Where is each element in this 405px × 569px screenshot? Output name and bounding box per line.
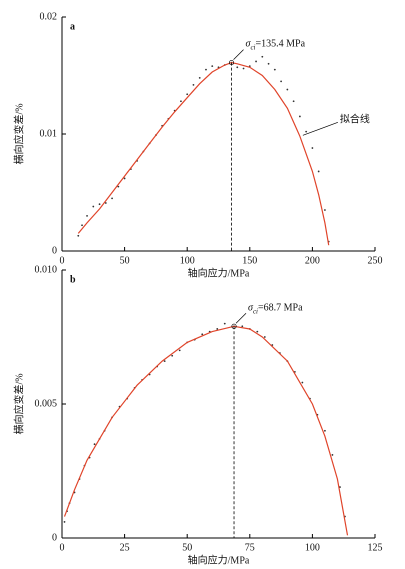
data-point bbox=[123, 177, 126, 180]
annotation-text: =68.7 MPa bbox=[258, 303, 303, 314]
data-point bbox=[298, 115, 301, 118]
y-axis-label: 横向应变差/% bbox=[12, 373, 25, 434]
peak-annotation: σci=135.4 MPa bbox=[246, 39, 306, 51]
x-axis-label: 轴向应力/MPa bbox=[188, 553, 250, 566]
label-arrow bbox=[302, 122, 339, 136]
data-point bbox=[111, 197, 113, 200]
fit-line bbox=[77, 61, 330, 246]
panel-label: a bbox=[70, 21, 75, 32]
data-point bbox=[236, 66, 239, 69]
subscript: ci bbox=[253, 307, 258, 315]
x-tick-label: 25 bbox=[120, 542, 130, 553]
y-tick-label: 0 bbox=[52, 532, 57, 543]
sigma: σ bbox=[246, 39, 252, 50]
data-point bbox=[180, 100, 182, 103]
data-point bbox=[81, 224, 83, 227]
data-point bbox=[242, 67, 245, 70]
data-point bbox=[261, 55, 264, 58]
x-tick-label: 200 bbox=[305, 255, 320, 266]
peak-marker bbox=[231, 323, 237, 329]
x-tick-label: 125 bbox=[368, 542, 383, 553]
annotation-text: =135.4 MPa bbox=[256, 39, 306, 50]
data-point bbox=[211, 65, 214, 68]
data-point bbox=[241, 325, 244, 328]
data-point bbox=[256, 330, 259, 333]
y-tick-label: 0.010 bbox=[35, 264, 58, 275]
peak-arrow bbox=[235, 313, 247, 324]
data-point bbox=[324, 209, 326, 211]
data-point bbox=[324, 429, 326, 432]
peak-arrow bbox=[233, 49, 244, 60]
data-point bbox=[171, 354, 174, 357]
data-point bbox=[192, 83, 195, 86]
y-tick-label: 0 bbox=[52, 245, 57, 256]
data-point bbox=[117, 185, 120, 188]
data-point bbox=[317, 170, 320, 173]
x-tick-label: 150 bbox=[242, 255, 257, 266]
data-point bbox=[163, 360, 166, 363]
data-point bbox=[198, 76, 201, 79]
x-tick-label: 50 bbox=[120, 255, 130, 266]
data-point bbox=[205, 68, 207, 71]
data-point bbox=[273, 68, 276, 71]
data-point bbox=[280, 80, 282, 83]
data-point bbox=[255, 60, 257, 63]
fit-label: 拟合线 bbox=[340, 113, 370, 126]
x-tick-label: 100 bbox=[305, 542, 320, 553]
data-point bbox=[267, 62, 270, 65]
subscript: ci bbox=[250, 43, 255, 51]
x-axis-label: 轴向应力/MPa bbox=[188, 266, 250, 279]
peak-marker bbox=[228, 60, 235, 66]
x-tick-label: 75 bbox=[245, 542, 255, 553]
sigma: σ bbox=[248, 303, 254, 314]
y-tick-label: 0.01 bbox=[40, 128, 58, 139]
y-axis-label: 横向应变差/% bbox=[12, 103, 25, 164]
data-point bbox=[331, 454, 334, 456]
y-tick-label: 0.02 bbox=[40, 11, 58, 22]
x-tick-label: 0 bbox=[60, 542, 65, 553]
data-point bbox=[301, 381, 304, 384]
data-point bbox=[223, 322, 226, 325]
x-tick-label: 250 bbox=[368, 255, 383, 266]
data-point bbox=[186, 93, 189, 96]
data-point bbox=[201, 333, 204, 336]
x-tick-label: 50 bbox=[182, 542, 192, 553]
data-point bbox=[286, 88, 289, 91]
x-tick-label: 100 bbox=[180, 255, 195, 266]
data-point bbox=[104, 202, 107, 204]
data-point bbox=[292, 100, 295, 103]
data-point bbox=[305, 130, 308, 133]
y-tick-label: 0.005 bbox=[35, 398, 58, 409]
fit-line bbox=[63, 325, 349, 536]
data-point bbox=[86, 215, 88, 217]
data-point bbox=[178, 349, 181, 352]
data-point bbox=[311, 147, 314, 149]
panel-label: b bbox=[70, 274, 76, 285]
peak-annotation: σci=68.7 MPa bbox=[248, 303, 303, 315]
data-point bbox=[93, 443, 96, 446]
data-point bbox=[98, 203, 101, 206]
x-tick-label: 0 bbox=[60, 255, 65, 266]
data-point bbox=[77, 234, 80, 237]
data-point bbox=[216, 328, 219, 330]
data-point bbox=[63, 521, 66, 523]
data-point bbox=[263, 336, 266, 338]
data-point bbox=[92, 205, 95, 208]
